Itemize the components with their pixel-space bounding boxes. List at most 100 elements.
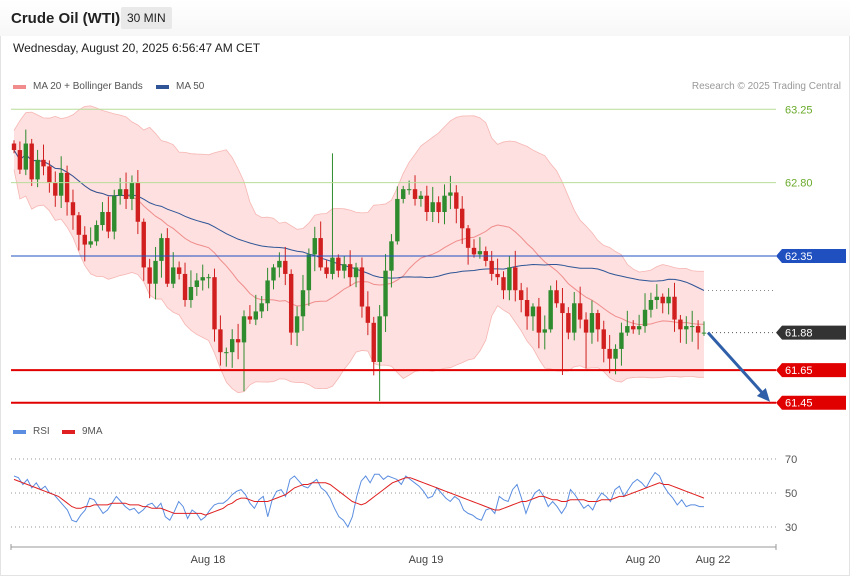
candle-body [436, 202, 441, 212]
candle-body [678, 319, 683, 330]
candle-body [424, 195, 430, 212]
candle-body [94, 225, 99, 242]
candle-body [106, 211, 111, 232]
candle-body [542, 329, 547, 333]
legend-ma50-label: MA 50 [176, 81, 205, 92]
candle-body [58, 172, 64, 196]
candle-body [182, 273, 188, 301]
candle-body [294, 316, 300, 333]
pivot-level-label: 62.35 [785, 251, 813, 263]
chart-title: Crude Oil (WTI) [11, 10, 121, 27]
candle-body [253, 311, 258, 320]
research-credit: Research © 2025 Trading Central [691, 81, 841, 92]
candle-body [406, 189, 412, 191]
candle-body [595, 313, 601, 330]
legend-rsi-ma-label: 9MA [82, 426, 103, 437]
candle-body [601, 329, 606, 349]
candle-body [176, 267, 182, 274]
candle-body [613, 348, 618, 359]
candle-body [82, 234, 87, 245]
legend-ma50-swatch [156, 84, 169, 89]
candle-body [684, 326, 689, 330]
candle-body [536, 306, 542, 333]
pivot-level-tag [776, 249, 846, 263]
ma20-line [13, 149, 704, 326]
timeframe-badge[interactable]: 30 MIN [121, 7, 172, 29]
rsi-line [13, 471, 704, 529]
candle-body [507, 267, 512, 291]
candle-body [300, 290, 306, 317]
candle-body [206, 277, 211, 279]
time-axis-label: Aug 18 [191, 554, 226, 566]
legend-ma20-swatch [13, 84, 26, 89]
candle-body [377, 316, 382, 362]
candle-body [412, 189, 418, 199]
candle-body [642, 309, 648, 327]
candle-body [330, 257, 335, 274]
candle-body [347, 264, 353, 278]
candle-body [171, 267, 176, 284]
candle-body [165, 238, 170, 284]
candle-body [471, 247, 477, 255]
candle-body [442, 195, 447, 212]
candle-body [636, 326, 642, 330]
candle-body [288, 273, 294, 333]
support-level-label: 61.45 [785, 398, 813, 410]
candle-body [530, 306, 536, 317]
rsi-ma-line [13, 477, 705, 516]
candle-body [141, 221, 146, 268]
candle-body [554, 290, 559, 304]
candle-body [607, 348, 612, 359]
legend-rsi-ma-swatch [62, 429, 75, 434]
candle-body [648, 300, 654, 310]
candle-body [690, 326, 695, 328]
candle-body [672, 296, 677, 320]
candle-body [129, 182, 135, 199]
legend-rsi-label: RSI [33, 426, 50, 437]
candle-body [548, 290, 553, 330]
candle-body [666, 296, 671, 304]
candle-body [625, 326, 630, 333]
candle-body [224, 352, 229, 354]
candle-body [218, 329, 223, 353]
candle-body [88, 241, 93, 245]
candle-body [566, 313, 571, 333]
candle-body [200, 277, 205, 281]
candle-body [23, 143, 28, 170]
candle-body [619, 332, 624, 349]
candle-body [660, 296, 665, 304]
candle-body [188, 286, 194, 301]
candle-body [35, 159, 40, 180]
target-level-label: 62.80 [785, 178, 813, 190]
candle-body [695, 326, 701, 333]
forecast-arrow-shaft [706, 331, 766, 396]
candle-body [465, 228, 471, 248]
candle-body [277, 260, 282, 268]
ma50-line [13, 149, 705, 291]
chart-datetime: Wednesday, August 20, 2025 6:56:47 AM CE… [13, 41, 261, 55]
legend-ma20: MA 20 + Bollinger Bands [13, 81, 143, 92]
time-axis-label: Aug 20 [626, 554, 661, 566]
support-level-tag [776, 363, 846, 378]
candle-body [76, 215, 82, 235]
candle-body [135, 182, 141, 222]
candle-body [577, 303, 583, 320]
candle-body [53, 182, 58, 196]
candle-body [47, 166, 52, 183]
candle-body [29, 143, 34, 180]
candle-body [359, 267, 365, 307]
candle-body [123, 189, 129, 199]
candle-body [342, 264, 347, 271]
legend-ma20-label: MA 20 + Bollinger Bands [33, 81, 143, 92]
candle-body [17, 150, 23, 170]
candle-body [430, 202, 435, 212]
candle-body [336, 257, 341, 271]
candle-body [147, 267, 152, 284]
candle-body [448, 192, 453, 196]
candle-body [489, 260, 494, 274]
candle-body [654, 296, 660, 301]
candle-body [454, 192, 459, 209]
bollinger-lower-line [13, 169, 704, 394]
candle-body [70, 202, 76, 216]
